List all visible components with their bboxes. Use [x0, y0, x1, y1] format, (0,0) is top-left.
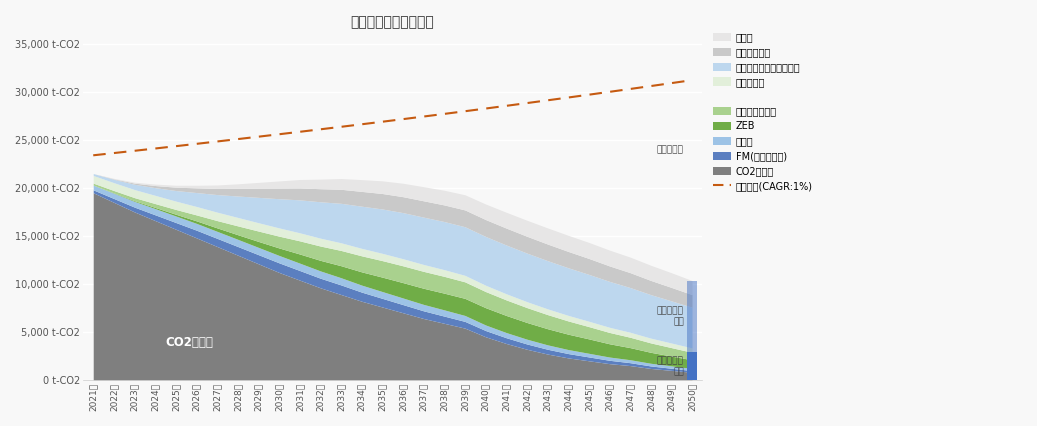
Bar: [686, 352, 697, 380]
Text: CO2排出量: CO2排出量: [166, 337, 214, 349]
Legend: その他, グリーン電力, 自家消費型メガソーラー, 屋上太陽光, , 個別省エネ施策, ZEB, 働き方, FM(拠点の統合), CO2排出量, 成り行き(CA: その他, グリーン電力, 自家消費型メガソーラー, 屋上太陽光, , 個別省エネ…: [713, 32, 813, 191]
Bar: [686, 280, 697, 352]
Text: オフサイト
施策: オフサイト 施策: [656, 306, 683, 326]
Text: オフセット: オフセット: [656, 145, 683, 154]
Text: オンサイト
施策: オンサイト 施策: [656, 356, 683, 376]
Title: 排出量のロードマップ: 排出量のロードマップ: [351, 15, 435, 29]
